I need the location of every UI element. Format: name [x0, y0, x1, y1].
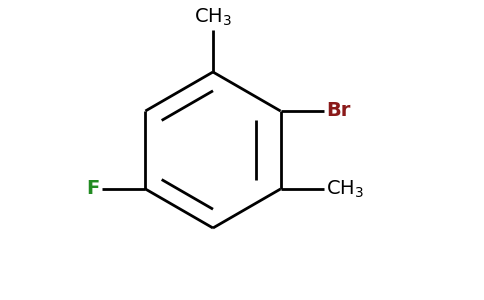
Text: CH$_3$: CH$_3$ — [327, 178, 364, 200]
Text: F: F — [86, 179, 99, 199]
Text: CH$_3$: CH$_3$ — [194, 7, 232, 28]
Text: Br: Br — [327, 101, 351, 121]
